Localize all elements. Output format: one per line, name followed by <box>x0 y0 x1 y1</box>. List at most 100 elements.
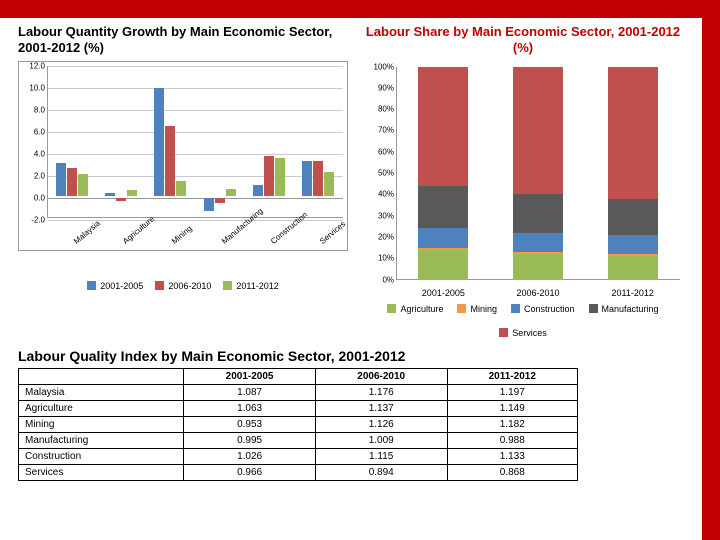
table-header: 2001-2005 <box>184 368 316 384</box>
table-cell: Malaysia <box>19 384 184 400</box>
segment <box>513 194 563 232</box>
table-cell: 0.966 <box>184 464 316 480</box>
y-tick: -2.0 <box>19 215 45 224</box>
table-cell: Mining <box>19 416 184 432</box>
legend-item: Manufacturing <box>589 304 659 314</box>
stacked-chart-title: Labour Share by Main Economic Sector, 20… <box>362 24 684 57</box>
y-tick: 90% <box>362 83 394 92</box>
legend-item: 2001-2005 <box>87 281 143 291</box>
bar <box>67 168 77 196</box>
legend-item: Services <box>499 328 547 338</box>
bar <box>215 198 225 204</box>
bar <box>253 185 263 196</box>
bar <box>226 189 236 196</box>
table-cell: 1.133 <box>447 448 577 464</box>
table-row: Services0.9660.8940.868 <box>19 464 578 480</box>
x-label: 2006-2010 <box>516 288 559 298</box>
table-row: Malaysia1.0871.1761.197 <box>19 384 578 400</box>
table-cell: 0.953 <box>184 416 316 432</box>
x-label: Mining <box>170 223 194 245</box>
table-header: 2006-2010 <box>315 368 447 384</box>
segment <box>608 256 658 279</box>
table-cell: 0.868 <box>447 464 577 480</box>
legend-item: 2006-2010 <box>155 281 211 291</box>
bar <box>78 174 88 196</box>
table-cell: 1.137 <box>315 400 447 416</box>
table-cell: Agriculture <box>19 400 184 416</box>
table-cell: Manufacturing <box>19 432 184 448</box>
y-tick: 2.0 <box>19 171 45 180</box>
bar <box>302 161 312 195</box>
y-tick: 70% <box>362 126 394 135</box>
stacked-legend: AgricultureMiningConstructionManufacturi… <box>362 304 684 338</box>
x-label: 2011-2012 <box>611 288 653 298</box>
table-row: Mining0.9531.1261.182 <box>19 416 578 432</box>
segment <box>418 228 468 247</box>
legend-item: Agriculture <box>387 304 443 314</box>
segment <box>608 199 658 235</box>
y-tick: 4.0 <box>19 149 45 158</box>
y-tick: 100% <box>362 62 394 71</box>
y-tick: 0% <box>362 275 394 284</box>
segment <box>513 67 563 195</box>
segment <box>513 233 563 252</box>
segment <box>418 186 468 229</box>
table-header <box>19 368 184 384</box>
y-tick: 80% <box>362 105 394 114</box>
segment <box>608 235 658 254</box>
table-cell: 1.063 <box>184 400 316 416</box>
table-cell: 1.176 <box>315 384 447 400</box>
stacked-column <box>608 67 658 280</box>
bar <box>275 158 285 195</box>
y-tick: 0.0 <box>19 193 45 202</box>
table-title: Labour Quality Index by Main Economic Se… <box>18 348 684 364</box>
table-cell: 0.988 <box>447 432 577 448</box>
bar <box>313 161 323 195</box>
table-cell: 1.115 <box>315 448 447 464</box>
bar <box>56 163 66 196</box>
y-tick: 10.0 <box>19 83 45 92</box>
table-cell: Construction <box>19 448 184 464</box>
bar <box>176 181 186 195</box>
stacked-column <box>513 67 563 280</box>
legend-item: 2011-2012 <box>223 281 278 291</box>
table-cell: 1.182 <box>447 416 577 432</box>
table-cell: Services <box>19 464 184 480</box>
x-label: Malaysia <box>72 218 102 245</box>
segment <box>418 67 468 186</box>
table-cell: 1.009 <box>315 432 447 448</box>
right-accent-bar <box>702 0 720 540</box>
grouped-legend: 2001-2005 2006-2010 2011-2012 <box>18 281 348 291</box>
bar <box>165 126 175 195</box>
bar <box>127 190 137 196</box>
table-row: Manufacturing0.9951.0090.988 <box>19 432 578 448</box>
grouped-chart-title: Labour Quantity Growth by Main Economic … <box>18 24 348 57</box>
segment <box>418 250 468 280</box>
segment <box>608 67 658 199</box>
quality-index-table: 2001-20052006-20102011-2012Malaysia1.087… <box>18 368 578 481</box>
table-row: Construction1.0261.1151.133 <box>19 448 578 464</box>
table-cell: 1.149 <box>447 400 577 416</box>
y-tick: 60% <box>362 147 394 156</box>
y-tick: 20% <box>362 232 394 241</box>
y-tick: 6.0 <box>19 127 45 136</box>
x-label: 2001-2005 <box>422 288 465 298</box>
table-cell: 1.126 <box>315 416 447 432</box>
stacked-column <box>418 67 468 280</box>
top-accent-bar <box>0 0 720 18</box>
bar <box>105 193 115 195</box>
table-row: Agriculture1.0631.1371.149 <box>19 400 578 416</box>
bar <box>264 156 274 196</box>
y-tick: 30% <box>362 211 394 220</box>
y-tick: 40% <box>362 190 394 199</box>
grouped-bar-chart: Labour Quantity Growth by Main Economic … <box>18 24 348 338</box>
table-header: 2011-2012 <box>447 368 577 384</box>
x-label: Services <box>318 219 347 246</box>
segment <box>513 254 563 280</box>
y-tick: 12.0 <box>19 61 45 70</box>
bar <box>324 172 334 195</box>
stacked-bar-chart: Labour Share by Main Economic Sector, 20… <box>362 24 684 338</box>
table-cell: 1.197 <box>447 384 577 400</box>
y-tick: 8.0 <box>19 105 45 114</box>
legend-item: Construction <box>511 304 575 314</box>
